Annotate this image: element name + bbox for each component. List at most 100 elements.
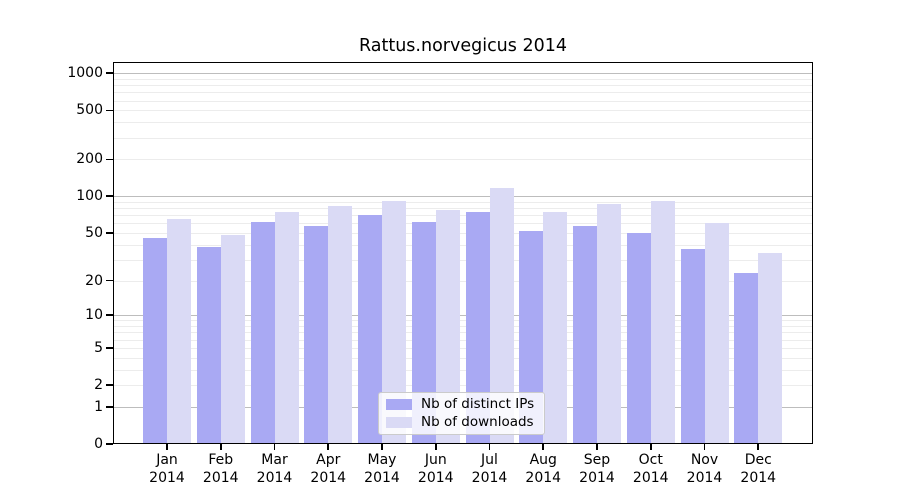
y-tick-mark (106, 405, 113, 408)
x-tick-year: 2014 (686, 469, 723, 486)
y-tick-label: 1000 (67, 65, 103, 82)
x-tick-month: Mar (261, 452, 288, 468)
y-tick-mark (106, 384, 113, 386)
x-tick-label-dec: Dec 2014 (726, 452, 790, 487)
y-gridline-minor (113, 122, 813, 124)
x-tick-mark (703, 444, 706, 450)
legend-item-downloads: Nb of downloads (386, 415, 544, 430)
bar-mar-downloads (274, 211, 299, 444)
x-tick-label-nov: Nov 2014 (673, 452, 737, 487)
legend-label-distinct-ips: Nb of distinct IPs (421, 396, 535, 412)
x-tick-month: Feb (208, 452, 234, 468)
x-tick-year: 2014 (579, 469, 615, 486)
x-tick-month: Aug (529, 452, 557, 468)
x-tick-label-apr: Apr 2014 (296, 452, 360, 487)
x-tick-year: 2014 (525, 469, 562, 486)
x-tick-mark (273, 444, 276, 450)
y-tick-label: 100 (76, 188, 103, 205)
bar-apr-downloads (328, 205, 353, 444)
x-tick-month: May (367, 452, 397, 468)
bar-dec-downloads (758, 253, 783, 444)
bar-dec-ips (734, 273, 759, 444)
y-tick-mark (106, 347, 113, 349)
x-tick-label-sep: Sep 2014 (565, 452, 629, 487)
y-gridline-minor (113, 78, 813, 80)
y-gridline-minor (113, 208, 813, 210)
y-tick-mark (106, 109, 113, 112)
bar-nov-downloads (704, 223, 729, 444)
x-tick-mark (219, 444, 222, 450)
x-tick-year: 2014 (256, 469, 293, 486)
bar-aug-downloads (543, 211, 568, 444)
legend-item-distinct-ips: Nb of distinct IPs (386, 397, 544, 412)
bar-jan-ips (143, 238, 167, 444)
x-tick-mark (381, 444, 383, 450)
y-gridline-major (113, 73, 813, 75)
bar-oct-ips (626, 232, 651, 444)
x-tick-mark (757, 444, 760, 450)
x-tick-mark (596, 444, 598, 450)
bar-jan-downloads (167, 219, 191, 444)
x-tick-month: Jun (424, 452, 447, 468)
legend-swatch-distinct-ips (386, 399, 412, 410)
x-tick-year: 2014 (417, 469, 454, 486)
x-tick-year: 2014 (202, 469, 239, 486)
y-tick-label: 1 (94, 398, 103, 415)
y-tick-mark (106, 279, 113, 282)
y-gridline-minor (113, 110, 813, 112)
bar-sep-downloads (597, 204, 621, 444)
y-gridline-minor (113, 201, 813, 203)
legend-swatch-downloads (386, 417, 412, 428)
y-tick-label: 2 (94, 377, 103, 394)
x-tick-month: Sep (583, 452, 611, 468)
y-gridline-minor (113, 85, 813, 87)
x-tick-month: Jul (481, 452, 498, 468)
y-gridline-minor (113, 137, 813, 139)
y-tick-label: 20 (85, 272, 103, 289)
y-tick-mark (106, 443, 113, 445)
x-tick-label-may: May 2014 (350, 452, 414, 487)
y-tick-label: 200 (76, 151, 103, 168)
x-tick-label-jan: Jan 2014 (135, 452, 199, 487)
y-gridline-minor (113, 92, 813, 94)
x-tick-label-oct: Oct 2014 (619, 452, 683, 487)
x-tick-year: 2014 (740, 469, 777, 486)
y-tick-label: 50 (85, 224, 103, 241)
bar-oct-downloads (650, 200, 675, 444)
y-tick-mark (106, 72, 113, 74)
x-tick-month: Nov (690, 452, 719, 468)
bar-sep-ips (573, 226, 597, 444)
x-tick-month: Dec (744, 452, 772, 468)
x-tick-label-jul: Jul 2014 (458, 452, 522, 487)
y-gridline-major (113, 196, 813, 198)
y-tick-label: 5 (94, 339, 103, 356)
y-gridline-minor (113, 215, 813, 217)
x-tick-label-feb: Feb 2014 (189, 452, 253, 487)
y-tick-mark (106, 314, 113, 317)
x-tick-year: 2014 (310, 469, 347, 486)
x-tick-month: Apr (316, 452, 341, 468)
y-tick-mark (106, 195, 113, 198)
legend: Nb of distinct IPs Nb of downloads (378, 392, 545, 435)
x-tick-month: Oct (638, 452, 663, 468)
bar-feb-ips (196, 247, 221, 444)
y-gridline-minor (113, 159, 813, 161)
bar-feb-downloads (220, 235, 245, 444)
x-tick-label-mar: Mar 2014 (243, 452, 307, 487)
x-tick-year: 2014 (149, 469, 185, 486)
x-tick-year: 2014 (632, 469, 669, 486)
x-tick-mark (327, 444, 330, 450)
x-tick-mark (166, 444, 168, 450)
bar-mar-ips (250, 221, 275, 444)
x-tick-mark (434, 444, 437, 450)
x-tick-month: Jan (156, 452, 178, 468)
y-tick-mark (106, 158, 113, 161)
x-tick-year: 2014 (471, 469, 508, 486)
x-tick-label-jun: Jun 2014 (404, 452, 468, 487)
y-tick-label: 10 (85, 307, 103, 324)
y-tick-label: 0 (94, 436, 103, 452)
bar-apr-ips (304, 226, 329, 444)
x-tick-mark (649, 444, 652, 450)
x-tick-label-aug: Aug 2014 (511, 452, 575, 487)
